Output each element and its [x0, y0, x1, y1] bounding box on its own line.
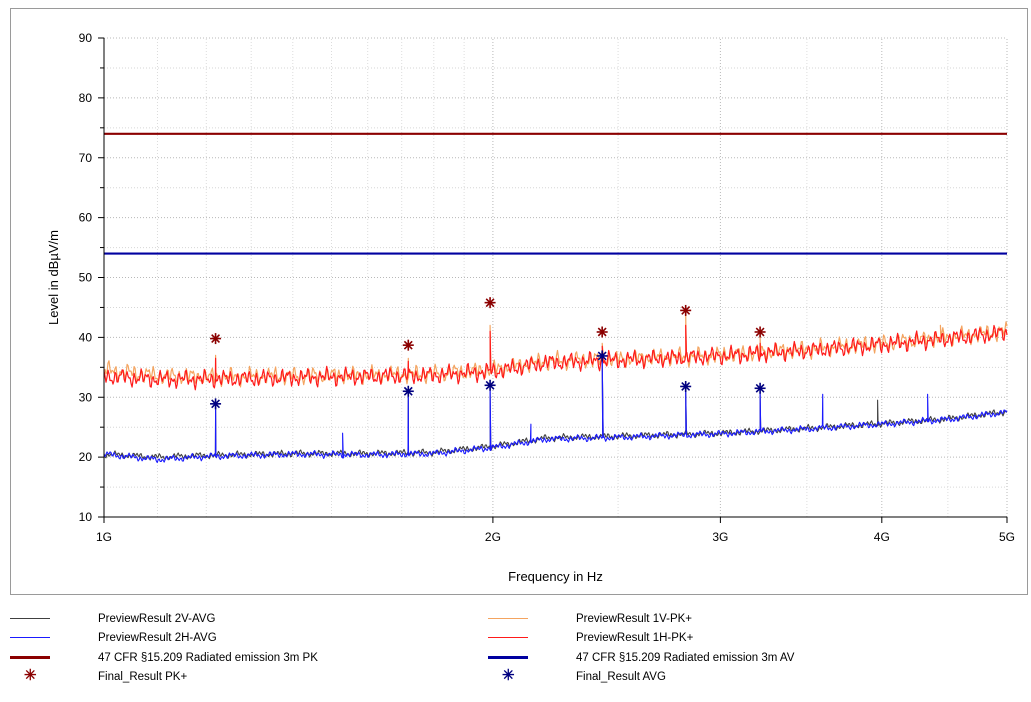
final-result-marker [210, 398, 222, 410]
legend-label: Final_Result AVG [576, 671, 666, 683]
legend-item: PreviewResult 1V-PK+ [488, 611, 948, 627]
legend: PreviewResult 2V-AVG PreviewResult 1V-PK+… [0, 610, 1031, 702]
y-tick-label: 40 [79, 330, 93, 344]
legend-label: 47 CFR §15.209 Radiated emission 3m AV [576, 652, 795, 664]
legend-item: 47 CFR §15.209 Radiated emission 3m PK [10, 650, 470, 666]
legend-label: 47 CFR §15.209 Radiated emission 3m PK [98, 652, 318, 664]
legend-label: PreviewResult 1H-PK+ [576, 632, 694, 644]
legend-item: ✳ Final_Result AVG [488, 667, 948, 685]
y-tick-label: 50 [79, 271, 93, 285]
final-result-marker [754, 326, 766, 338]
legend-item: PreviewResult 2V-AVG [10, 611, 470, 627]
marker-stroke [485, 380, 495, 390]
y-tick-label: 90 [79, 31, 93, 45]
final-result-marker [680, 380, 692, 392]
y-tick-label: 10 [79, 510, 93, 524]
marker-stroke [597, 327, 607, 337]
final-result-marker [484, 379, 496, 391]
legend-line-swatch [10, 637, 50, 638]
final-result-marker [596, 326, 608, 338]
x-axis-title: Frequency in Hz [508, 569, 603, 584]
final-result-marker [484, 297, 496, 309]
legend-line-swatch [10, 656, 50, 659]
x-tick-label: 4G [874, 530, 890, 544]
final-result-marker [596, 350, 608, 362]
marker-stroke [681, 305, 691, 315]
legend-marker-icon: ✳ [502, 667, 515, 684]
legend-label: PreviewResult 2V-AVG [98, 613, 216, 625]
marker-stroke [755, 383, 765, 393]
x-tick-label: 1G [96, 530, 112, 544]
series-line-previewresult-2v-avg [103, 360, 1008, 461]
series-line-previewresult-1h-pk- [103, 324, 1008, 391]
legend-label: PreviewResult 2H-AVG [98, 632, 217, 644]
legend-item: PreviewResult 2H-AVG [10, 630, 470, 646]
limit-lines [104, 132, 1007, 255]
y-tick-label: 60 [79, 211, 93, 225]
legend-item: PreviewResult 1H-PK+ [488, 630, 948, 646]
marker-stroke [597, 351, 607, 361]
final-result-marker [754, 382, 766, 394]
marker-stroke [485, 298, 495, 308]
legend-label: Final_Result PK+ [98, 671, 188, 683]
grid [104, 37, 1008, 517]
emission-chart: 10 20 30 40 50 60 70 80 90 1G 2G 3G 4G 5G Level in dB… [46, 31, 1015, 584]
x-tick-label: 3G [712, 530, 728, 544]
legend-line-swatch [488, 656, 528, 659]
axes: 10 20 30 40 50 60 70 80 90 1G 2G 3G 4G 5G [79, 31, 1015, 544]
traces [103, 312, 1008, 464]
y-tick-label: 80 [79, 91, 93, 105]
final-result-marker [402, 339, 414, 351]
marker-stroke [403, 386, 413, 396]
marker-stroke [681, 382, 691, 391]
series-line-previewresult-1v-pk- [103, 312, 1008, 388]
series-line-previewresult-2h-avg [103, 357, 1008, 464]
marker-stroke [211, 399, 221, 409]
final-result-marker [210, 333, 222, 345]
y-tick-label: 20 [79, 450, 93, 464]
y-tick-label: 30 [79, 390, 93, 404]
y-axis-title: Level in dBµV/m [46, 230, 61, 325]
legend-item: ✳ Final_Result PK+ [10, 667, 470, 685]
x-tick-label: 5G [999, 530, 1015, 544]
final-result-marker [680, 304, 692, 316]
marker-stroke [403, 340, 413, 350]
legend-item: 47 CFR §15.209 Radiated emission 3m AV [488, 650, 948, 666]
chart-frame [10, 8, 1028, 595]
marker-stroke [755, 327, 765, 337]
marker-stroke [211, 334, 221, 344]
legend-marker-icon: ✳ [24, 667, 37, 684]
legend-line-swatch [488, 637, 528, 638]
legend-line-swatch [488, 618, 528, 619]
y-tick-label: 70 [79, 151, 93, 165]
legend-line-swatch [10, 618, 50, 619]
x-tick-label: 2G [485, 530, 501, 544]
legend-label: PreviewResult 1V-PK+ [576, 613, 693, 625]
final-result-markers [210, 297, 766, 410]
final-result-marker [402, 385, 414, 397]
